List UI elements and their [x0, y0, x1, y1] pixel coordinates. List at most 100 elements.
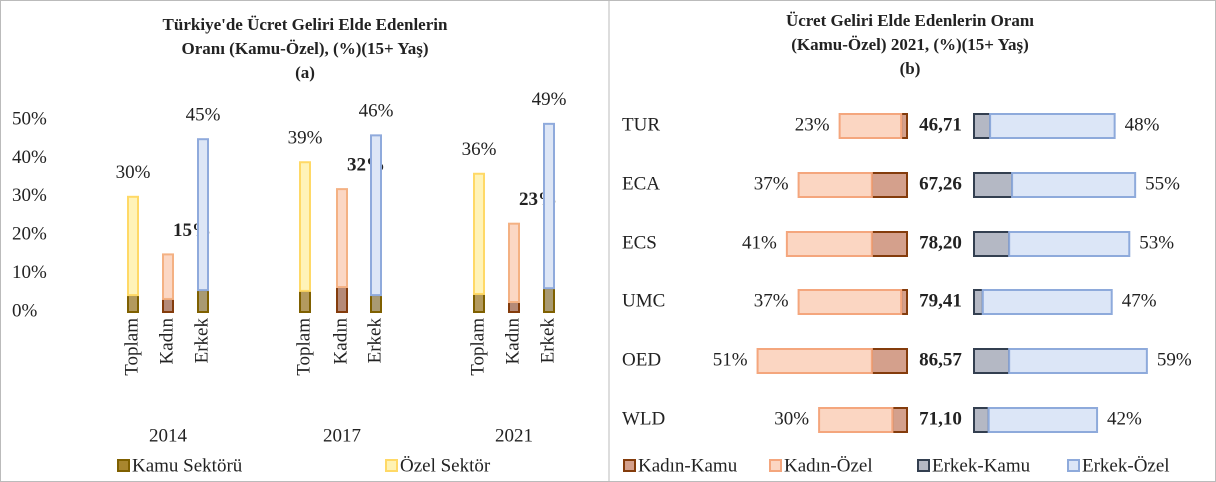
bar-segment	[973, 289, 984, 315]
data-label: 59%	[1157, 349, 1192, 370]
data-label: 37%	[754, 290, 789, 311]
bar-segment	[473, 172, 485, 295]
data-label: 49%	[532, 89, 567, 110]
legend-label: Kamu Sektörü	[132, 455, 243, 476]
center-label: 67,26	[919, 173, 962, 194]
legend-swatch	[385, 459, 398, 472]
center-label: 78,20	[919, 232, 962, 253]
bar-segment	[973, 113, 992, 139]
data-label: 47%	[1122, 290, 1157, 311]
bar-segment	[370, 134, 382, 297]
bar-segment	[473, 292, 485, 313]
bar-segment	[756, 348, 873, 374]
data-label: 55%	[1145, 173, 1180, 194]
data-label: 46%	[359, 101, 394, 122]
bar-segment	[1008, 231, 1131, 257]
data-label: 53%	[1139, 232, 1174, 253]
legend-label: Kadın-Kamu	[638, 455, 738, 476]
x-tick-label: Erkek	[537, 318, 558, 364]
bar-segment	[1008, 348, 1148, 374]
bar-segment	[989, 113, 1116, 139]
bar-segment	[197, 289, 209, 313]
y-tick-label: 0%	[12, 300, 38, 321]
bar-segment	[197, 138, 209, 292]
y-tick-label: 10%	[12, 262, 47, 283]
bar-segment	[973, 231, 1011, 257]
legend-label: Kadın-Özel	[784, 455, 873, 476]
y-tick-label: 50%	[12, 108, 47, 129]
bar-segment	[973, 407, 990, 433]
bar-segment	[127, 195, 139, 297]
x-tick-label: Toplam	[121, 318, 142, 376]
chart-title: Ücret Geliri Elde Edenlerin Oranı	[786, 11, 1034, 30]
data-label: 30%	[774, 408, 809, 429]
y-tick-label: OED	[622, 349, 661, 370]
bar-segment	[336, 188, 348, 289]
legend-swatch	[769, 459, 782, 472]
bar-segment	[543, 122, 555, 290]
data-label: 39%	[288, 128, 323, 149]
center-label: 86,57	[919, 349, 962, 370]
group-label: 2017	[323, 425, 361, 446]
data-label: 48%	[1125, 114, 1160, 135]
data-label: 36%	[462, 139, 497, 160]
bar-segment	[797, 172, 873, 198]
bar-segment	[981, 289, 1113, 315]
group-label: 2021	[495, 425, 533, 446]
y-tick-label: 40%	[12, 147, 47, 168]
data-label: 41%	[742, 232, 777, 253]
bar-segment	[299, 289, 311, 314]
bar-segment	[987, 407, 1099, 433]
legend-label: Erkek-Özel	[1082, 455, 1170, 476]
center-label: 46,71	[919, 114, 962, 135]
data-label: 45%	[186, 105, 221, 126]
bar-segment	[785, 231, 873, 257]
chart-title: Türkiye'de Ücret Geliri Elde Edenlerin	[163, 15, 448, 34]
y-tick-label: ECA	[622, 173, 660, 194]
y-tick-label: 30%	[12, 185, 47, 206]
data-label: 30%	[116, 162, 151, 183]
bar-segment	[127, 294, 139, 314]
bar-segment	[162, 297, 174, 313]
x-tick-label: Toplam	[467, 318, 488, 376]
legend-swatch	[623, 459, 636, 472]
bar-segment	[299, 161, 311, 292]
y-tick-label: TUR	[622, 114, 660, 135]
bar-segment	[838, 113, 903, 139]
legend-label: Erkek-Kamu	[932, 455, 1031, 476]
bar-segment	[973, 348, 1011, 374]
data-label: 23%	[795, 114, 830, 135]
bar-segment	[508, 301, 520, 313]
x-tick-label: Kadın	[502, 318, 523, 365]
bar-segment	[543, 287, 555, 313]
y-tick-label: WLD	[622, 408, 665, 429]
bar-segment	[336, 286, 348, 314]
bar-segment	[508, 222, 520, 304]
bar-segment	[973, 172, 1014, 198]
bar-segment	[891, 407, 908, 433]
bar-segment	[162, 253, 174, 300]
bar-segment	[370, 294, 382, 314]
legend-swatch	[1067, 459, 1080, 472]
x-tick-label: Kadın	[156, 318, 177, 365]
bar-segment	[870, 231, 909, 257]
bar-segment	[818, 407, 894, 433]
chart-title: (Kamu-Özel) 2021, (%)(15+ Yaş)	[791, 35, 1029, 54]
chart-subtitle: (b)	[900, 59, 921, 78]
data-label: 51%	[713, 349, 748, 370]
legend-swatch	[917, 459, 930, 472]
center-label: 79,41	[919, 290, 962, 311]
legend-swatch	[117, 459, 130, 472]
chart-title: Oranı (Kamu-Özel), (%)(15+ Yaş)	[181, 39, 428, 58]
group-label: 2014	[149, 425, 188, 446]
y-tick-label: UMC	[622, 290, 665, 311]
x-tick-label: Kadın	[330, 318, 351, 365]
bar-segment	[1011, 172, 1137, 198]
data-label: 37%	[754, 173, 789, 194]
bar-segment	[870, 172, 909, 198]
data-label: 42%	[1107, 408, 1142, 429]
x-tick-label: Erkek	[191, 318, 212, 364]
x-tick-label: Erkek	[364, 318, 385, 364]
y-tick-label: ECS	[622, 232, 657, 253]
